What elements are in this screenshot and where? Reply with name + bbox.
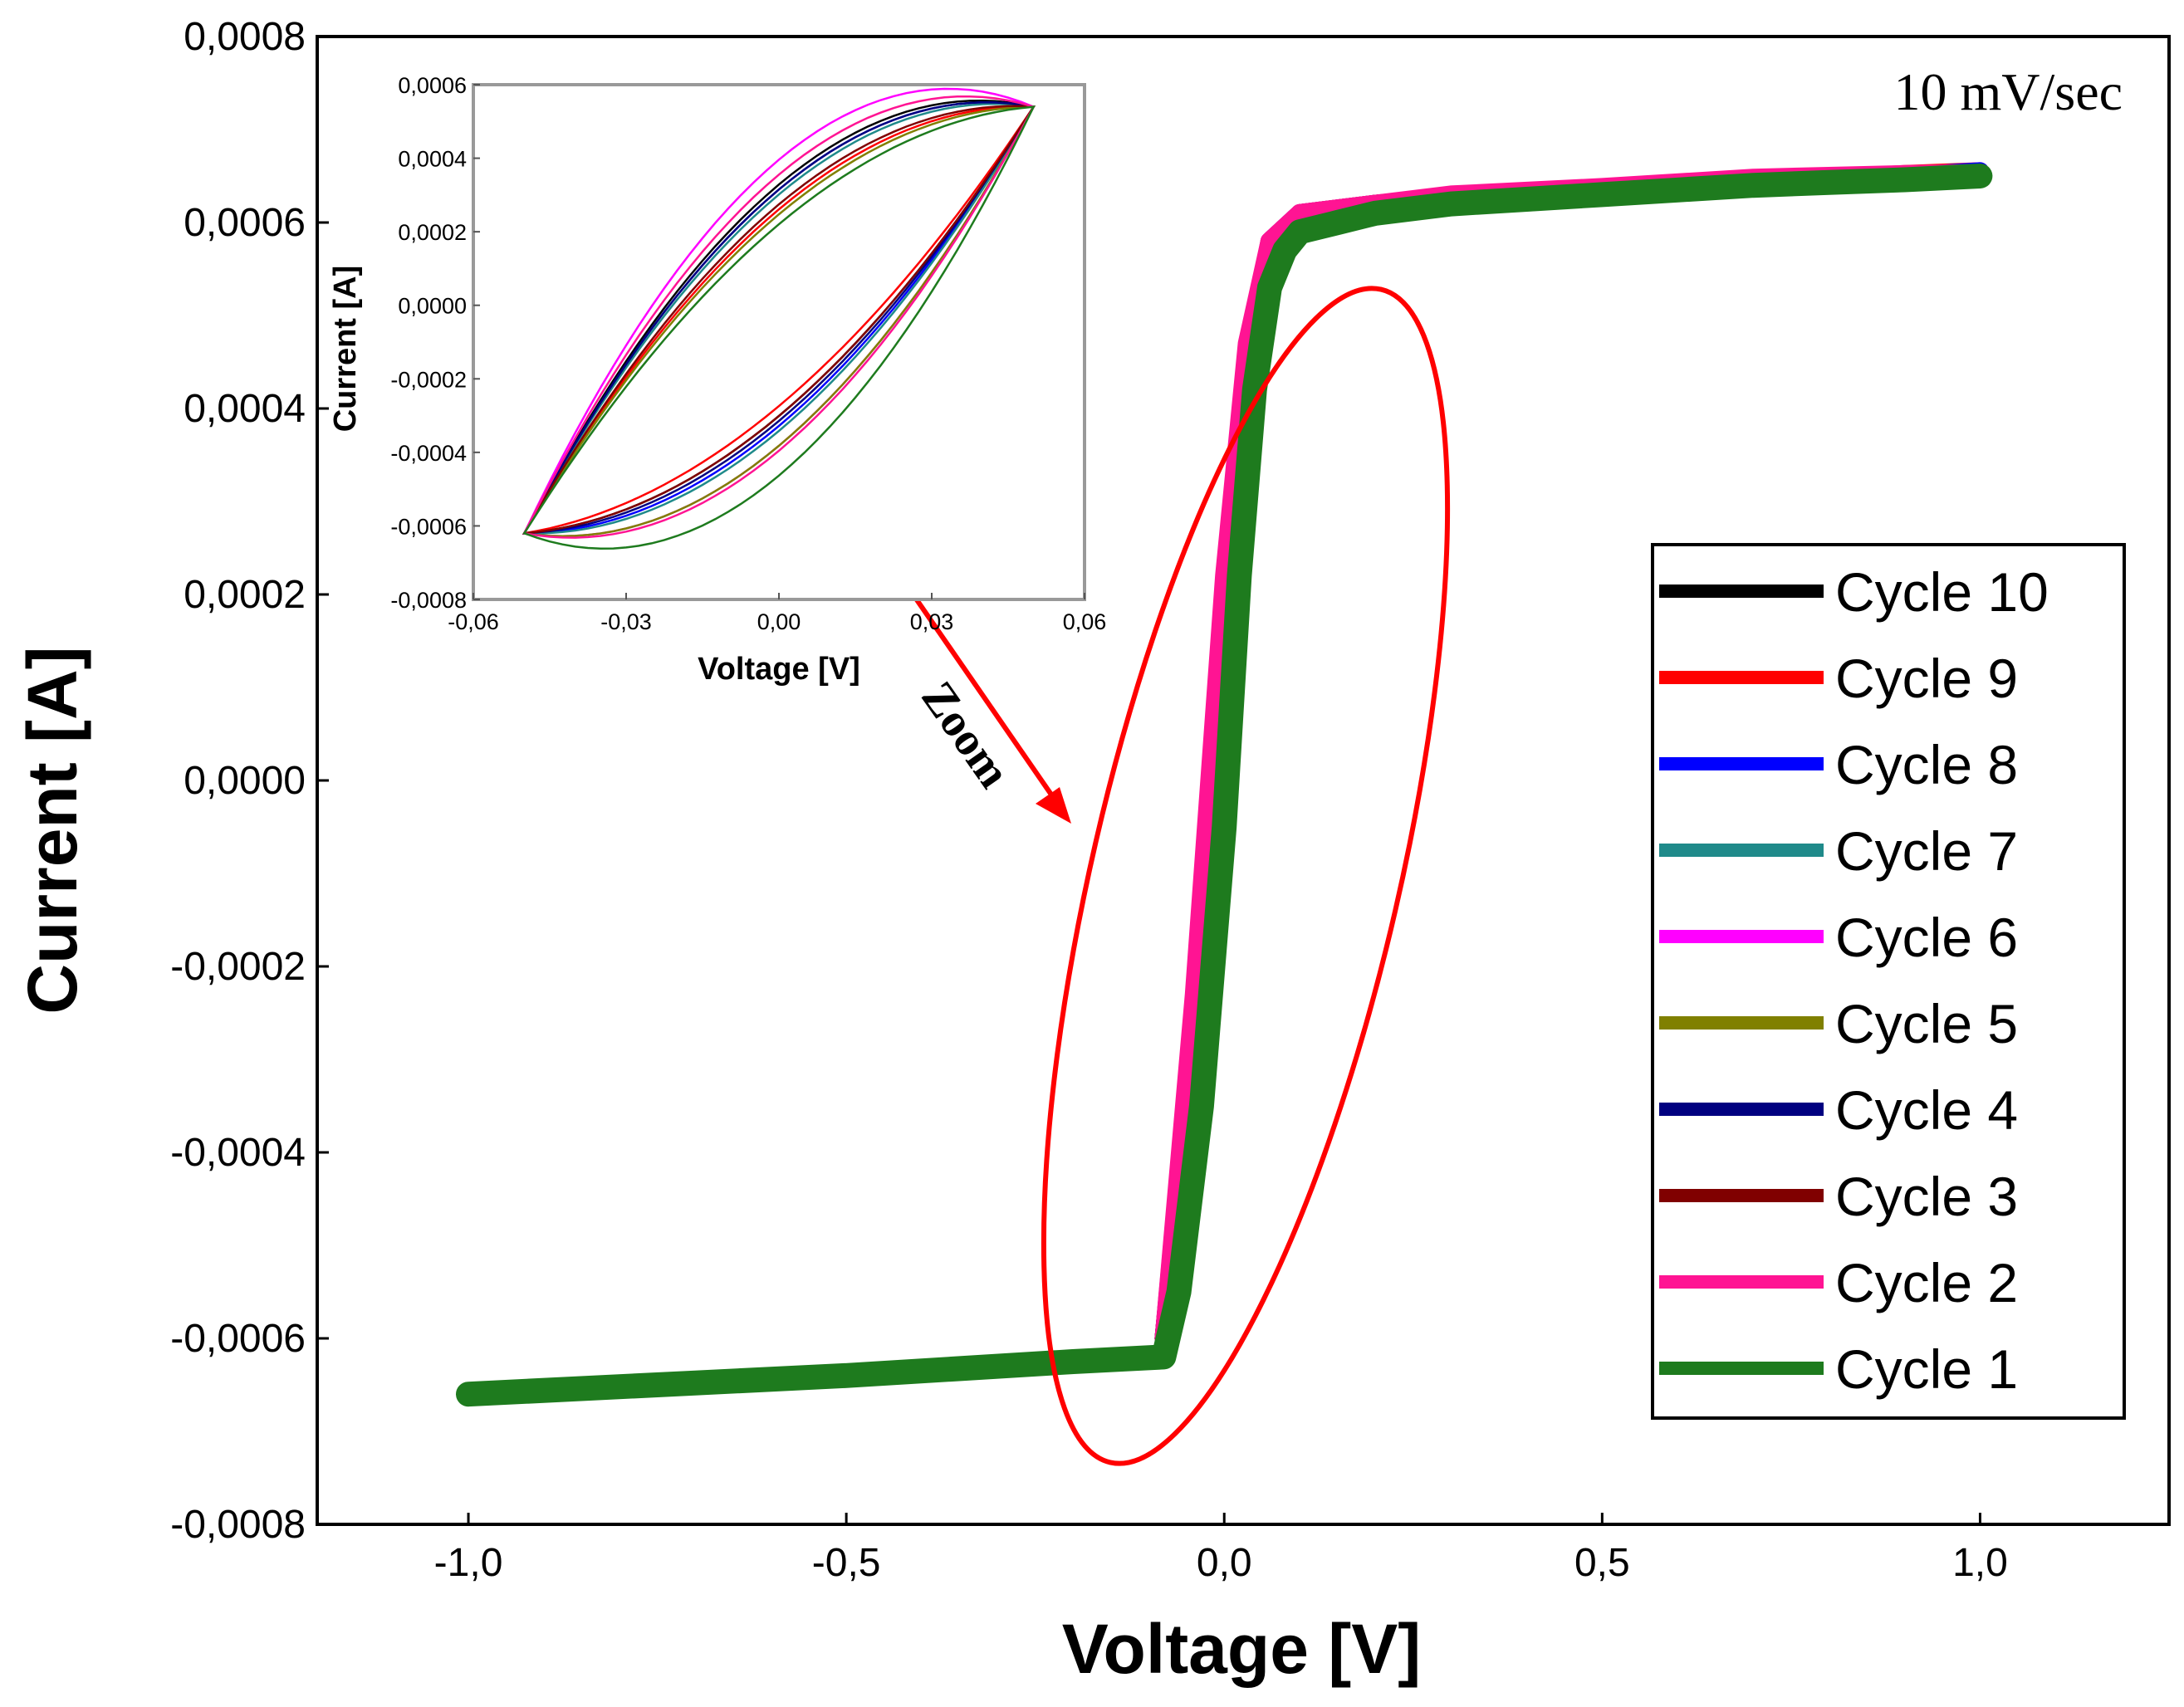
main-y-tick-label: -0,0006 <box>170 1317 306 1361</box>
inset-plot-frame <box>472 83 1086 601</box>
inset-x-tick-label: -0,03 <box>600 609 652 634</box>
main-y-tick-label: 0,0008 <box>184 15 306 59</box>
legend: Cycle 10 Cycle 9 Cycle 8 Cycle 7 Cycle 6 Cycl… <box>1651 543 2126 1420</box>
scan-rate-annotation: 10 mV/sec <box>1894 62 2123 121</box>
main-y-tick-label: 0,0004 <box>184 387 306 431</box>
main-x-tick-label: -1,0 <box>434 1541 503 1585</box>
main-y-tick-label: 0,0002 <box>184 573 306 617</box>
main-x-tick-label: 0,5 <box>1574 1541 1630 1585</box>
main-y-tick-label: 0,0000 <box>184 759 306 803</box>
main-x-tick-label: 0,0 <box>1197 1541 1252 1585</box>
main-x-tick-label: -0,5 <box>812 1541 881 1585</box>
inset-y-tick-label: 0,0000 <box>398 294 467 319</box>
legend-label-cycle-7: Cycle 7 <box>1835 820 2018 882</box>
main-y-tick-label: 0,0006 <box>184 201 306 245</box>
inset-x-ticks: -0,06 -0,03 0,00 0,03 0,06 <box>448 593 1106 634</box>
legend-items: Cycle 10 Cycle 9 Cycle 8 Cycle 7 Cycle 6 Cycl… <box>1659 561 2049 1400</box>
series-line-cycle-1 <box>456 164 1993 1407</box>
inset-x-tick-label: 0,03 <box>910 609 954 634</box>
main-y-ticks: 0,0008 0,0006 0,0004 0,0002 0,0000 -0,0002 -0,… <box>170 15 329 1547</box>
main-y-tick-label: -0,0008 <box>170 1503 306 1547</box>
main-x-axis-label: Voltage [V] <box>1062 1610 1421 1688</box>
legend-label-cycle-9: Cycle 9 <box>1835 648 2018 709</box>
inset-x-axis-label: Voltage [V] <box>698 652 860 687</box>
main-y-axis-label: Current [A] <box>13 646 91 1014</box>
inset-series-group <box>522 87 1036 550</box>
main-x-ticks: -1,0 -0,5 0,0 0,5 1,0 <box>434 1513 2008 1585</box>
legend-label-cycle-3: Cycle 3 <box>1835 1166 2018 1227</box>
inset-y-tick-label: 0,0006 <box>398 73 467 98</box>
inset-x-tick-label: 0,06 <box>1063 609 1107 634</box>
inset-y-tick-label: -0,0002 <box>390 367 467 392</box>
inset-y-axis-label: Current [A] <box>328 266 363 433</box>
legend-label-cycle-5: Cycle 5 <box>1835 993 2018 1054</box>
zoom-region-ellipse <box>1041 286 1451 1466</box>
main-plot: 0,0008 0,0006 0,0004 0,0002 0,0000 -0,0002 -0,… <box>170 15 2171 1585</box>
legend-label-cycle-6: Cycle 6 <box>1835 907 2018 968</box>
inset-y-tick-label: -0,0006 <box>390 514 467 539</box>
main-x-tick-label: 1,0 <box>1952 1541 2008 1585</box>
legend-label-cycle-2: Cycle 2 <box>1835 1252 2018 1313</box>
inset-loop-cycle-1 <box>522 105 1036 550</box>
legend-label-cycle-8: Cycle 8 <box>1835 734 2018 795</box>
inset-x-tick-label: 0,00 <box>757 609 801 634</box>
main-y-tick-label: -0,0004 <box>170 1131 306 1175</box>
legend-label-cycle-4: Cycle 4 <box>1835 1079 2018 1141</box>
legend-label-cycle-10: Cycle 10 <box>1835 561 2049 623</box>
inset-x-tick-label: -0,06 <box>448 609 499 634</box>
legend-label-cycle-1: Cycle 1 <box>1835 1338 2018 1400</box>
main-y-tick-label: -0,0002 <box>170 945 306 989</box>
inset-plot: 0,0006 0,0004 0,0002 0,0000 -0,0002 -0,0004 -0… <box>390 73 1106 634</box>
inset-y-tick-label: 0,0004 <box>398 147 467 172</box>
main-series-group <box>456 162 1993 1407</box>
inset-y-tick-label: 0,0002 <box>398 220 467 245</box>
inset-y-tick-label: -0,0004 <box>390 441 467 466</box>
legend-box <box>1651 543 2126 1420</box>
inset-y-ticks: 0,0006 0,0004 0,0002 0,0000 -0,0002 -0,0004 -0… <box>390 73 480 613</box>
zoom-arrow-head <box>1036 787 1071 824</box>
inset-y-tick-label: -0,0008 <box>390 588 467 613</box>
